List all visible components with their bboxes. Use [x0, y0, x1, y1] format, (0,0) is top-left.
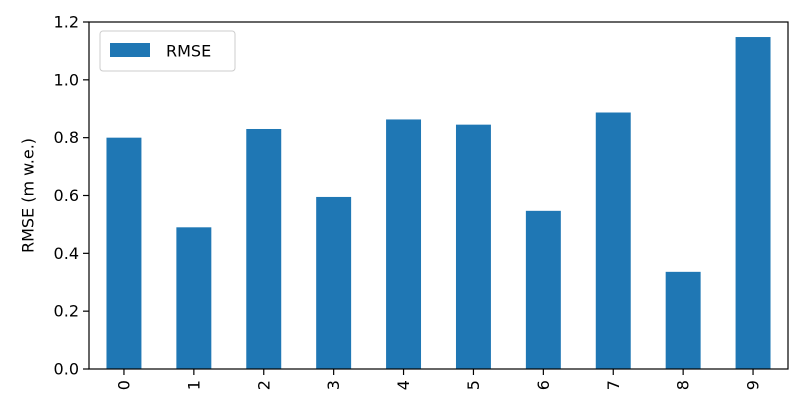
bar-2 [246, 128, 282, 369]
x-tick-label: 2 [254, 380, 273, 390]
legend-label: RMSE [166, 42, 211, 61]
bars-layer [106, 37, 771, 370]
x-tick-label: 8 [674, 380, 693, 390]
legend: RMSE [99, 30, 236, 72]
x-tick-label: 3 [324, 380, 343, 390]
bar-1 [176, 227, 212, 369]
bar-7 [595, 112, 631, 370]
bar-9 [735, 37, 771, 369]
y-tick-label: 1.0 [54, 70, 79, 89]
bar-0 [106, 137, 142, 369]
y-tick-label: 0.6 [54, 186, 79, 205]
y-tick-label: 0.4 [54, 244, 79, 263]
y-tick-label: 0.8 [54, 128, 79, 147]
x-tick-label: 6 [534, 380, 553, 390]
bar-3 [316, 196, 352, 369]
bar-8 [665, 271, 701, 369]
x-tick-label: 0 [114, 380, 133, 390]
y-axis-label: RMSE (m w.e.) [19, 138, 38, 253]
y-axis: 0.0 0.2 0.4 0.6 0.8 1.0 1.2 [54, 13, 89, 379]
legend-swatch [110, 43, 150, 57]
y-tick-label: 0.2 [54, 302, 79, 321]
bar-6 [525, 210, 561, 369]
x-tick-label: 9 [744, 380, 763, 390]
x-tick-label: 4 [394, 380, 413, 390]
bar-4 [386, 119, 422, 370]
x-tick-label: 1 [184, 380, 203, 390]
x-axis: 0 1 2 3 4 5 6 7 8 9 [114, 369, 763, 390]
bar-5 [455, 124, 491, 369]
legend-box [99, 30, 236, 72]
x-tick-label: 7 [604, 380, 623, 390]
y-tick-label: 1.2 [54, 13, 79, 32]
y-tick-label: 0.0 [54, 360, 79, 379]
x-tick-label: 5 [464, 380, 483, 390]
